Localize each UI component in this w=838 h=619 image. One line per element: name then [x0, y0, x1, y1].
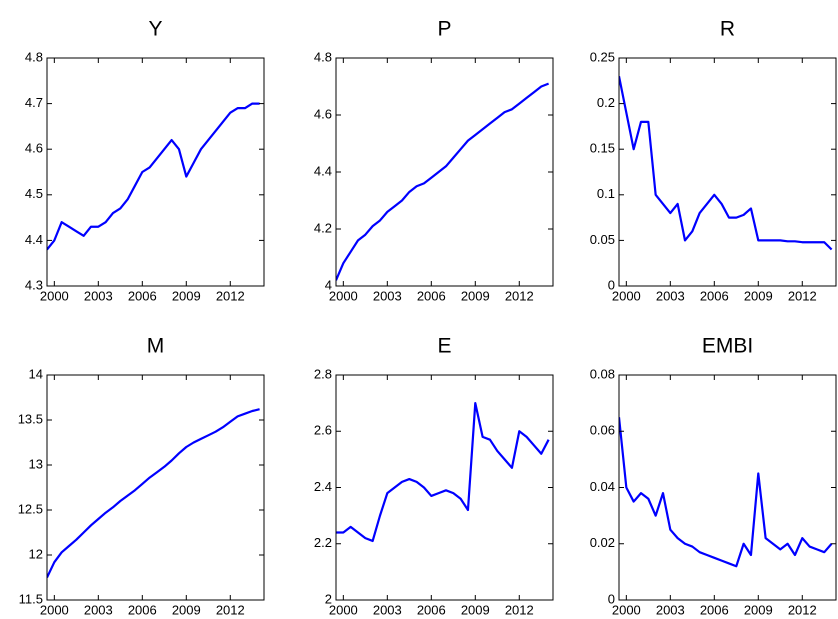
x-tick-label: 2000 [40, 288, 69, 303]
y-tick-label: 0.15 [590, 141, 615, 156]
x-tick-label: 2006 [700, 288, 729, 303]
x-tick-label: 2009 [744, 602, 773, 617]
plot-area [47, 102, 260, 251]
axes-frame [618, 57, 837, 287]
y-tick-label: 13.5 [18, 411, 43, 426]
axes-frame [46, 57, 265, 287]
x-tick-label: 2000 [612, 288, 641, 303]
y-tick-label: 0.04 [590, 479, 615, 494]
axes-frame [335, 374, 554, 601]
y-tick-label: 0.02 [590, 535, 615, 550]
y-tick-label: 2.8 [314, 366, 332, 381]
y-tick-label: 0.06 [590, 423, 615, 438]
plot-area [336, 82, 549, 281]
subplot: Y 4.3 4.4 4.5 4.6 4.7 4.8 2000 2003 2006 2009 2012 [25, 18, 265, 303]
x-tick-label: 2006 [417, 288, 446, 303]
subplot: R 0 0.05 0.1 0.15 0.2 0.25 2000 2003 2006 2009 2012 [590, 18, 837, 303]
plot-area [47, 408, 260, 578]
axes-frame [335, 57, 554, 287]
y-tick-label: 2.6 [314, 423, 332, 438]
x-tick-label: 2003 [656, 602, 685, 617]
y-tick-label: 0.2 [597, 95, 615, 110]
data-line [47, 102, 260, 251]
x-tick-label: 2000 [329, 288, 358, 303]
x-tick-label: 2012 [505, 602, 534, 617]
y-tick-label: 4.3 [25, 277, 43, 292]
chart-title: E [437, 335, 451, 358]
y-tick-label: 4.8 [314, 49, 332, 64]
x-tick-label: 2006 [128, 288, 157, 303]
x-tick-label: 2003 [373, 288, 402, 303]
x-tick-label: 2000 [40, 602, 69, 617]
data-line [336, 402, 550, 543]
x-tick-label: 2012 [216, 602, 245, 617]
x-tick-label: 2003 [84, 288, 113, 303]
y-tick-label: 4 [325, 277, 332, 292]
x-tick-label: 2012 [216, 288, 245, 303]
chart-title: M [147, 335, 165, 358]
x-tick-label: 2003 [373, 602, 402, 617]
y-tick-label: 2.2 [314, 535, 332, 550]
y-tick-label: 12 [29, 546, 43, 561]
x-tick-label: 2012 [788, 288, 817, 303]
y-tick-label: 0.25 [590, 49, 615, 64]
x-tick-label: 2012 [788, 602, 817, 617]
x-tick-label: 2009 [172, 288, 201, 303]
data-line [47, 408, 260, 578]
y-tick-label: 0 [608, 591, 615, 606]
plot-area [336, 402, 550, 543]
y-tick-label: 4.8 [25, 49, 43, 64]
subplot: P 4 4.2 4.4 4.6 4.8 2000 2003 2006 2009 2012 [314, 18, 554, 303]
data-line [336, 82, 549, 281]
chart-title: Y [148, 18, 162, 41]
x-tick-label: 2000 [612, 602, 641, 617]
x-tick-label: 2003 [656, 288, 685, 303]
x-tick-label: 2006 [417, 602, 446, 617]
data-line [619, 417, 833, 568]
y-tick-label: 12.5 [18, 501, 43, 516]
chart-title: R [720, 18, 735, 41]
x-tick-label: 2003 [84, 602, 113, 617]
y-tick-label: 4.4 [25, 232, 43, 247]
x-tick-label: 2012 [505, 288, 534, 303]
y-tick-label: 4.2 [314, 220, 332, 235]
y-tick-label: 0.1 [597, 186, 615, 201]
chart-title: EMBI [702, 335, 753, 358]
subplot: EMBI 0 0.02 0.04 0.06 0.08 2000 2003 2006 2009 201… [590, 335, 837, 617]
y-tick-label: 2 [325, 591, 332, 606]
subplot: E 2 2.2 2.4 2.6 2.8 2000 2003 2006 2009 2012 [314, 335, 554, 617]
x-tick-label: 2000 [329, 602, 358, 617]
subplot: M 11.5 12 12.5 13 13.5 14 2000 2003 2006 2009 2012 [18, 335, 265, 617]
data-line [619, 76, 833, 251]
y-tick-label: 11.5 [19, 591, 43, 606]
y-tick-label: 0.08 [590, 366, 615, 381]
axes-frame [46, 374, 265, 601]
plot-area [619, 76, 833, 251]
y-tick-label: 4.4 [314, 163, 332, 178]
y-tick-label: 2.4 [314, 479, 332, 494]
x-tick-label: 2009 [172, 602, 201, 617]
plot-area [619, 417, 833, 568]
x-tick-label: 2006 [128, 602, 157, 617]
chart-title: P [437, 18, 451, 41]
y-tick-label: 4.5 [25, 186, 43, 201]
x-tick-label: 2009 [461, 602, 490, 617]
y-tick-label: 4.6 [25, 141, 43, 156]
y-tick-label: 14 [29, 366, 43, 381]
y-tick-label: 0.05 [590, 232, 615, 247]
y-tick-label: 13 [29, 456, 43, 471]
axes-frame [618, 374, 837, 601]
y-tick-label: 4.7 [25, 95, 43, 110]
x-tick-label: 2009 [461, 288, 490, 303]
y-tick-label: 4.6 [314, 106, 332, 121]
x-tick-label: 2006 [700, 602, 729, 617]
x-tick-label: 2009 [744, 288, 773, 303]
y-tick-label: 0 [608, 277, 615, 292]
